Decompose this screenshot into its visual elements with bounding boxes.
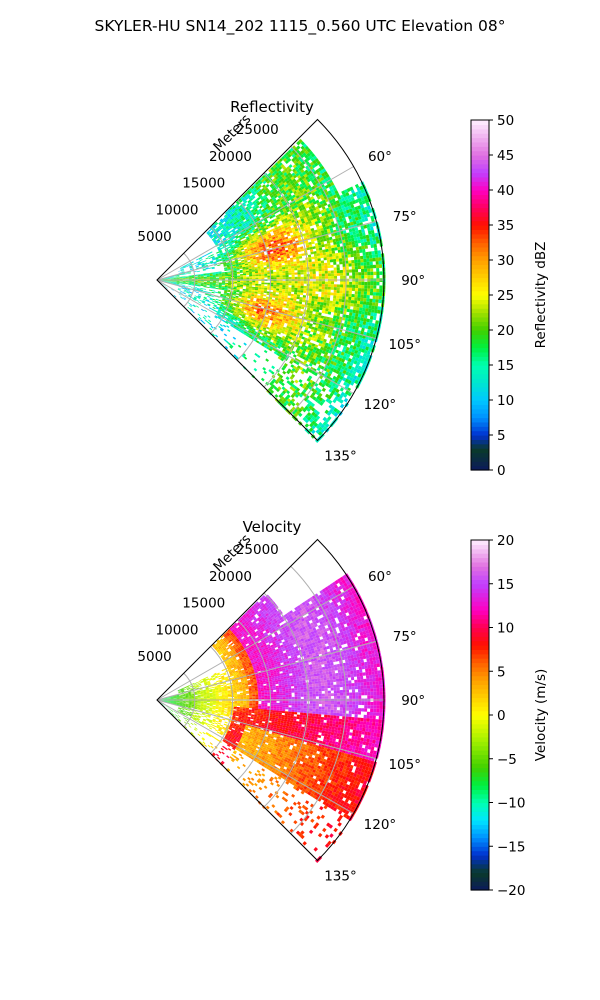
azimuth-tick-label: 90° — [401, 693, 425, 709]
range-tick-label: 20000 — [209, 149, 252, 165]
colorbar-tick-label: 45 — [497, 148, 514, 164]
colorbar: −20 −15 −10 −5 0 5 10 15 20 Velocity (m/s) — [470, 533, 549, 899]
azimuth-spoke — [156, 279, 354, 394]
colorbar-tick-label: 20 — [497, 533, 514, 549]
range-tick-label: 15000 — [182, 596, 225, 612]
data-field — [158, 573, 386, 863]
colorbar-tick-label: 5 — [497, 664, 506, 680]
colorbar-label: Reflectivity dBZ — [533, 242, 549, 349]
velocity-panel: Velocity 5000 10000 15000 20000 25000 60° 75° 90… — [137, 518, 549, 899]
colorbar-tick-label: 50 — [497, 113, 514, 129]
azimuth-spoke — [156, 166, 354, 281]
azimuth-tick-label: 120° — [364, 817, 397, 833]
colorbar-tick-label: 5 — [497, 428, 506, 444]
colorbar-tick-label: 35 — [497, 218, 514, 234]
colorbar-tick-label: 0 — [497, 708, 506, 724]
colorbar-tick-label: −20 — [497, 883, 526, 899]
colorbar-tick-label: 15 — [497, 358, 514, 374]
azimuth-tick-label: 60° — [368, 569, 392, 585]
range-tick-label: 15000 — [182, 176, 225, 192]
azimuth-tick-label: 105° — [388, 337, 421, 353]
range-tick-label: 20000 — [209, 569, 252, 585]
range-tick-label: 10000 — [156, 622, 199, 638]
range-tick-label: 10000 — [156, 202, 199, 218]
azimuth-spoke — [156, 640, 377, 701]
azimuth-spoke — [156, 279, 377, 340]
colorbar-tick-label: −15 — [497, 839, 526, 855]
azimuth-tick-label: 75° — [393, 629, 417, 645]
azimuth-spoke — [156, 699, 354, 814]
colorbar-tick-label: 40 — [497, 183, 514, 199]
azimuth-spoke — [156, 699, 377, 760]
colorbar: 0 5 10 15 20 25 30 35 40 45 50 Reflectivity dBZ — [470, 113, 549, 479]
azimuth-tick-label: 75° — [393, 209, 417, 225]
range-tick-label: 5000 — [137, 229, 171, 245]
colorbar-tick-label: 30 — [497, 253, 514, 269]
colorbar-tick-label: 10 — [497, 393, 514, 409]
panel-title: Reflectivity — [230, 98, 314, 116]
data-field — [158, 138, 386, 443]
range-tick-label: 25000 — [236, 122, 279, 138]
azimuth-tick-label: 60° — [368, 149, 392, 165]
azimuth-tick-label: 105° — [388, 757, 421, 773]
azimuth-spoke — [156, 586, 354, 701]
colorbar-tick-label: −10 — [497, 796, 526, 812]
colorbar-tick-label: 10 — [497, 621, 514, 637]
colorbar-tick-label: −5 — [497, 752, 517, 768]
sector-frame — [156, 538, 385, 862]
range-tick-label: 5000 — [137, 649, 171, 665]
sector-frame — [156, 118, 385, 442]
azimuth-tick-label: 135° — [324, 868, 357, 884]
colorbar-tick-label: 15 — [497, 577, 514, 593]
range-tick-label: 25000 — [236, 542, 279, 558]
colorbar-tick-label: 20 — [497, 323, 514, 339]
panel-title: Velocity — [243, 518, 302, 536]
colorbar-label: Velocity (m/s) — [533, 669, 549, 762]
colorbar-tick-label: 25 — [497, 288, 514, 304]
azimuth-tick-label: 90° — [401, 273, 425, 289]
figure-title: SKYLER-HU SN14_202 1115_0.560 UTC Elevat… — [95, 17, 506, 36]
colorbar-tick-label: 0 — [497, 463, 506, 479]
azimuth-spoke — [156, 220, 377, 281]
azimuth-tick-label: 120° — [364, 397, 397, 413]
azimuth-tick-label: 135° — [324, 448, 357, 464]
reflectivity-panel: Reflectivity 5000 10000 15000 20000 25000 60° 7… — [137, 98, 549, 479]
